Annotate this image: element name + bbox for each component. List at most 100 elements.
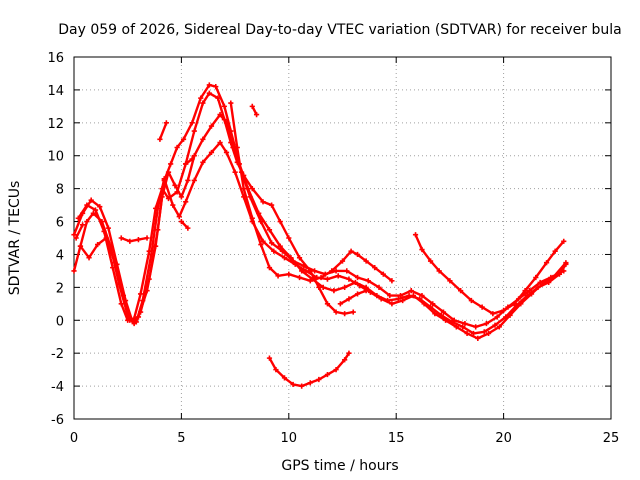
data-point-marker: [296, 255, 303, 261]
data-point-marker: [258, 241, 264, 248]
data-point-marker: [354, 251, 361, 258]
data-point-marker: [159, 186, 165, 192]
data-point-marker: [318, 274, 324, 281]
data-point-marker: [153, 205, 159, 211]
data-point-marker: [421, 301, 427, 307]
data-point-marker: [174, 189, 180, 195]
data-point-marker: [539, 281, 545, 287]
data-point-marker: [221, 103, 227, 109]
data-point-marker: [137, 291, 144, 297]
data-point-marker: [266, 265, 273, 271]
data-point-marker: [206, 82, 212, 88]
data-point-marker: [191, 128, 197, 134]
data-point-marker: [73, 235, 79, 241]
data-point-marker: [92, 207, 99, 213]
series-line: [74, 223, 84, 240]
series-track-14: [183, 156, 195, 167]
data-point-marker: [354, 274, 361, 281]
series-track-2: [71, 111, 567, 330]
data-point-marker: [221, 116, 227, 123]
y-tick-label: 0: [56, 314, 64, 329]
data-point-marker: [380, 271, 386, 277]
series-line: [120, 236, 149, 243]
data-point-marker: [95, 241, 101, 248]
data-point-marker: [208, 123, 215, 129]
data-point-marker: [120, 292, 127, 299]
data-point-marker: [372, 265, 378, 271]
data-point-marker: [307, 380, 313, 386]
series-track-9: [73, 222, 86, 241]
data-point-marker: [333, 367, 339, 373]
data-point-marker: [161, 176, 167, 182]
y-axis-label: SDTVAR / TECUs: [7, 181, 23, 296]
data-point-marker: [468, 297, 474, 304]
x-tick-labels: 0 5 10 15 20 25: [70, 431, 619, 446]
data-point-marker: [475, 335, 481, 341]
series-track-5: [228, 100, 395, 284]
data-point-marker: [387, 292, 393, 299]
data-point-marker: [180, 136, 187, 142]
data-point-marker: [357, 283, 363, 289]
data-point-marker: [563, 260, 569, 266]
data-point-marker: [215, 95, 221, 101]
data-point-marker: [200, 100, 206, 106]
data-point-marker: [350, 309, 356, 315]
data-point-marker: [125, 317, 131, 323]
data-point-marker: [307, 278, 313, 284]
data-point-marker: [178, 194, 184, 200]
data-point-marker: [191, 177, 197, 184]
data-point-marker: [501, 307, 507, 313]
data-point-marker: [494, 314, 500, 320]
data-point-marker: [342, 311, 348, 317]
x-axis-label: GPS time / hours: [281, 458, 398, 474]
data-point-marker: [378, 296, 384, 302]
data-point-marker: [408, 288, 414, 294]
data-point-marker: [464, 330, 470, 337]
data-point-marker: [453, 324, 459, 330]
data-point-marker: [97, 204, 103, 210]
data-point-marker: [419, 292, 425, 299]
data-point-marker: [165, 169, 172, 175]
data-point-marker: [342, 284, 348, 290]
series-track-12: [412, 232, 567, 317]
data-point-marker: [511, 301, 517, 307]
chart-title: Day 059 of 2026, Sidereal Day-to-day VTE…: [58, 22, 621, 38]
data-point-marker: [200, 136, 206, 142]
data-point-marker: [277, 218, 283, 225]
data-point-marker: [316, 376, 322, 383]
data-point-marker: [419, 246, 425, 253]
data-point-marker: [249, 186, 255, 192]
data-point-marker: [324, 371, 331, 378]
data-point-marker: [241, 186, 247, 192]
data-point-marker: [346, 350, 352, 356]
data-point-marker: [329, 268, 335, 274]
data-point-marker: [430, 301, 436, 307]
data-point-marker: [71, 232, 77, 238]
data-point-marker: [286, 271, 292, 277]
y-tick-label: 2: [56, 281, 64, 296]
data-point-marker: [281, 375, 288, 381]
data-point-marker: [292, 261, 298, 267]
data-point-marker: [153, 243, 159, 249]
data-point-marker: [110, 265, 116, 271]
data-point-marker: [191, 153, 197, 159]
data-point-marker: [185, 177, 191, 184]
data-point-marker: [543, 260, 550, 266]
data-point-marker: [443, 317, 449, 323]
data-point-marker: [348, 248, 354, 254]
data-point-marker: [84, 202, 90, 208]
data-point-marker: [447, 278, 453, 284]
data-point-marker: [271, 248, 277, 254]
data-point-marker: [412, 232, 419, 238]
data-point-marker: [189, 120, 195, 126]
data-point-marker: [133, 319, 139, 325]
data-point-marker: [249, 103, 255, 109]
x-tick-label: 15: [388, 431, 405, 446]
data-point-marker: [483, 320, 490, 327]
data-point-marker: [299, 383, 305, 389]
data-point-marker: [281, 255, 288, 261]
data-point-marker: [376, 284, 382, 290]
data-point-marker: [223, 149, 230, 156]
y-tick-label: 16: [47, 51, 64, 66]
